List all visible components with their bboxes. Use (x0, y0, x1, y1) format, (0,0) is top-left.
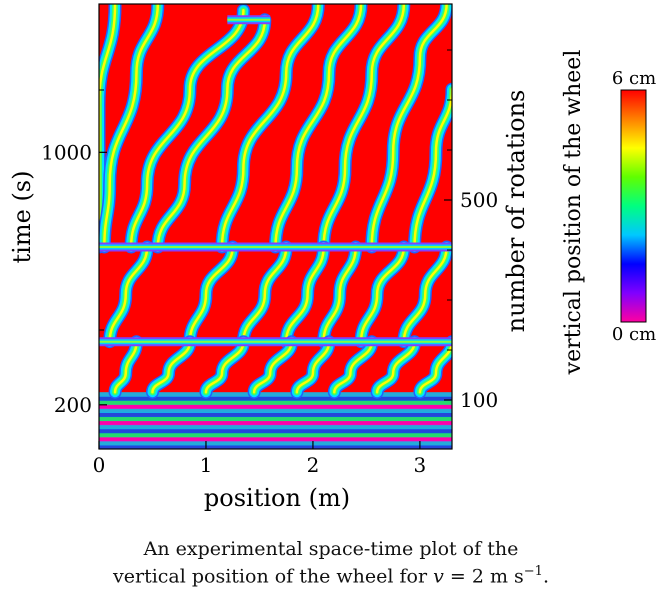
ripple-branch (354, 240, 411, 349)
x-axis-ticks: 0 1 2 3 (93, 441, 427, 477)
ripple-branch (317, 240, 363, 349)
y-tick-label: 200 (54, 393, 92, 417)
early-band-stripe (99, 416, 452, 422)
caption-line-2-prefix: vertical position of the wheel for (113, 565, 434, 588)
ripple-branch (199, 335, 250, 399)
ripple-branch (151, 13, 272, 254)
early-band-stripe (99, 392, 452, 397)
early-band-stripe (99, 408, 452, 413)
ripple-branch (145, 335, 197, 399)
y-axis-ticks: 200 1000 (41, 89, 107, 417)
ripple-branch (327, 335, 379, 399)
ripple-branch (290, 335, 336, 399)
ripple-branch (99, 4, 122, 254)
ripple-branch (124, 4, 250, 254)
x-tick-label: 3 (414, 453, 427, 477)
early-band-stripe (99, 444, 452, 449)
early-time-band (99, 392, 452, 449)
early-band-stripe (99, 432, 452, 438)
ripple-branches (99, 4, 452, 399)
colorbar: vertical position of the wheel 6 cm 0 cm (561, 50, 656, 376)
ripple-branch (99, 4, 165, 254)
ripple-branch (408, 82, 452, 254)
early-band-stripe (99, 420, 452, 426)
y-axis-label: time (s) (8, 171, 36, 264)
early-band-stripe (99, 404, 452, 409)
early-band-stripe (99, 412, 452, 418)
ripple-branch (279, 240, 331, 349)
early-band-stripe (99, 424, 452, 430)
plot-frame (98, 3, 453, 450)
heatmap-plot-area (99, 4, 452, 449)
ripple-branch (247, 335, 299, 399)
caption-line-1: An experimental space-time plot of the (143, 538, 519, 560)
x-tick-label: 0 (93, 453, 106, 477)
early-band-stripe (99, 396, 452, 401)
ripple-branch (413, 335, 452, 399)
y2-axis-ticks: 100 500 (444, 49, 498, 412)
early-band-stripe (99, 436, 452, 442)
ripple-branch (236, 240, 293, 349)
colorbar-gradient (620, 89, 647, 323)
y2-tick-label: 100 (460, 388, 498, 412)
colorbar-min-label: 0 cm (612, 324, 656, 345)
ripple-branch (269, 4, 368, 254)
caption-line-2: vertical position of the wheel for v = 2… (0, 564, 662, 587)
caption-variable-v: v (433, 565, 444, 588)
x-tick-label: 1 (200, 453, 213, 477)
caption-period: . (542, 565, 549, 588)
early-band-stripe (99, 440, 452, 446)
colorbar-max-label: 6 cm (612, 68, 656, 89)
x-tick-label: 2 (307, 453, 320, 477)
y2-tick-label: 500 (460, 188, 498, 212)
merge-lines (99, 15, 452, 347)
colorbar-label: vertical position of the wheel (561, 50, 586, 376)
ripple-branch (317, 4, 411, 254)
ripple-branch (365, 4, 452, 254)
ripple-branch (215, 4, 325, 254)
y-tick-label: 1000 (41, 140, 92, 164)
ripple-branch (108, 335, 143, 399)
caption-equation: = 2 m s (443, 565, 524, 588)
early-band-stripe (99, 428, 452, 434)
y2-axis-label: number of rotations (502, 90, 530, 333)
caption-exponent: −1 (523, 564, 543, 579)
early-band-stripe (99, 400, 452, 405)
ripple-branch (370, 335, 422, 399)
ripple-branch (103, 240, 154, 349)
x-axis-label: position (m) (204, 484, 350, 512)
ripple-branch (183, 240, 240, 349)
ripple-branch (397, 240, 452, 349)
